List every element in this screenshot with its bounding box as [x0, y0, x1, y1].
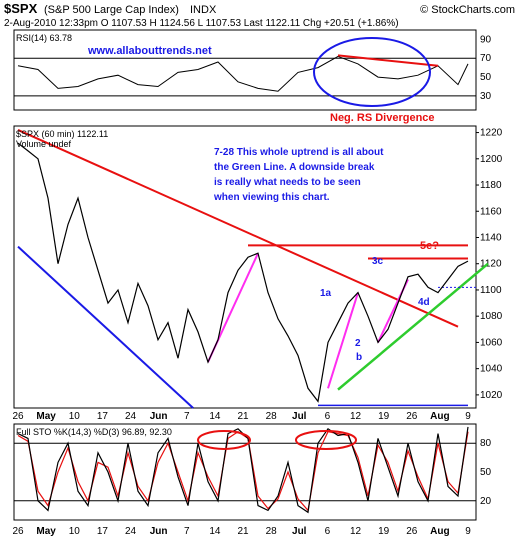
rsi-tick-label: 50 [480, 72, 492, 83]
red-trendline [17, 129, 459, 328]
x-tick-label: 12 [350, 411, 362, 422]
price-tick-label: 1140 [480, 232, 502, 243]
rsi-tick-label: 30 [480, 91, 492, 102]
sto-highlight-ellipse [295, 430, 357, 450]
magenta-leg [327, 292, 359, 389]
volume-label: Volume undef [16, 139, 72, 149]
website-link[interactable]: www.allabouttrends.net [87, 45, 212, 57]
x-tick-label: 14 [209, 526, 221, 537]
price-tick-label: 1180 [480, 180, 502, 191]
rsi-label: RSI(14) 63.78 [16, 33, 72, 43]
wave-label: 1a [320, 288, 332, 299]
x-tick-label: 28 [266, 411, 278, 422]
x-tick-label: 26 [12, 411, 24, 422]
x-tick-label: 10 [69, 411, 81, 422]
commentary: 7-28 This whole uptrend is all about the… [213, 147, 384, 203]
price-tick-label: 1100 [480, 285, 502, 296]
x-tick-label: 24 [125, 526, 137, 537]
x-tick-label: 9 [465, 411, 471, 422]
price-tick-label: 1220 [480, 128, 503, 139]
x-tick-label: 7 [184, 526, 190, 537]
x-tick-label: 7 [184, 411, 190, 422]
rsi-tick-label: 70 [480, 53, 492, 64]
x-tick-label: Jul [292, 526, 307, 537]
quote-line: 2-Aug-2010 12:33pm O 1107.53 H 1124.56 L… [4, 18, 399, 29]
x-tick-label: Jul [292, 411, 307, 422]
wave-label: 5e? [420, 240, 439, 252]
rsi-divergence-line [337, 54, 439, 67]
x-tick-label: 17 [97, 411, 109, 422]
price-label: $SPX (60 min) 1122.11 [16, 129, 108, 139]
x-tick-label: 10 [69, 526, 81, 537]
sto-tick-label: 20 [480, 496, 492, 507]
wave-label: b [356, 352, 362, 363]
price-tick-label: 1160 [480, 206, 502, 217]
blue-trendline [17, 245, 194, 409]
chart-symbol: $SPX [4, 1, 38, 16]
x-tick-label: 21 [237, 526, 249, 537]
price-tick-label: 1120 [480, 259, 502, 270]
price-panel: 1020 1040 1060 1080 1100 1120 1140 1160 1180 1200… [13, 125, 503, 409]
rsi-line [17, 55, 469, 92]
x-tick-label: 26 [406, 411, 418, 422]
rsi-tick-label: 90 [480, 34, 492, 45]
commentary-line: 7-28 This whole uptrend is all about [214, 147, 384, 158]
chart-symbol-name: (S&P 500 Large Cap Index) [44, 4, 179, 16]
x-tick-label: 6 [325, 526, 331, 537]
stockcharts-brand: © StockCharts.com [420, 4, 515, 16]
x-tick-label: Aug [430, 526, 449, 537]
x-tick-label: 17 [97, 526, 109, 537]
commentary-line: when viewing this chart. [213, 192, 330, 203]
x-tick-label: 9 [465, 526, 471, 537]
x-tick-label: 28 [266, 526, 278, 537]
x-tick-label: 26 [406, 526, 418, 537]
x-tick-label: May [36, 411, 56, 422]
price-tick-label: 1060 [480, 337, 503, 348]
divergence-note: Neg. RS Divergence [330, 112, 435, 124]
sto-tick-label: 50 [480, 467, 492, 478]
wave-label: 4d [418, 297, 430, 308]
price-frame [13, 125, 477, 409]
x-tick-label: May [36, 526, 56, 537]
x-tick-label: 24 [125, 411, 137, 422]
x-tick-label: 19 [378, 411, 390, 422]
x-tick-label: Jun [150, 411, 168, 422]
x-tick-label: 12 [350, 526, 362, 537]
wave-label: 3c [372, 256, 384, 267]
rsi-panel: 30 50 70 90 RSI(14) 63.78 www.allabouttrend… [13, 29, 492, 124]
green-trendline [337, 262, 489, 391]
x-tick-label: Jun [150, 526, 168, 537]
sto-tick-label: 80 [480, 438, 492, 449]
price-tick-label: 1200 [480, 154, 503, 165]
sto-panel: 20 50 80 Full STO %K(14,3) %D(3) 96.89, 92… [13, 423, 492, 521]
chart-exchange: INDX [190, 4, 217, 16]
sto-highlight-ellipse [197, 430, 251, 450]
x-tick-label: 21 [237, 411, 249, 422]
price-tick-label: 1040 [480, 364, 503, 375]
price-line [17, 142, 469, 403]
rsi-frame [13, 29, 477, 111]
commentary-line: the Green Line. A downside break [214, 162, 375, 173]
price-tick-label: 1080 [480, 311, 503, 322]
price-tick-label: 1020 [480, 390, 503, 401]
sto-frame [13, 423, 477, 521]
x-tick-label: Aug [430, 411, 449, 422]
sto-label: Full STO %K(14,3) %D(3) 96.89, 92.30 [16, 427, 172, 437]
wave-label: 2 [355, 338, 361, 349]
rsi-highlight-ellipse [313, 37, 431, 107]
x-tick-label: 14 [209, 411, 221, 422]
x-tick-label: 6 [325, 411, 331, 422]
x-tick-label: 19 [378, 526, 390, 537]
commentary-line: is really what needs to be seen [214, 177, 361, 188]
x-tick-label: 26 [12, 526, 24, 537]
